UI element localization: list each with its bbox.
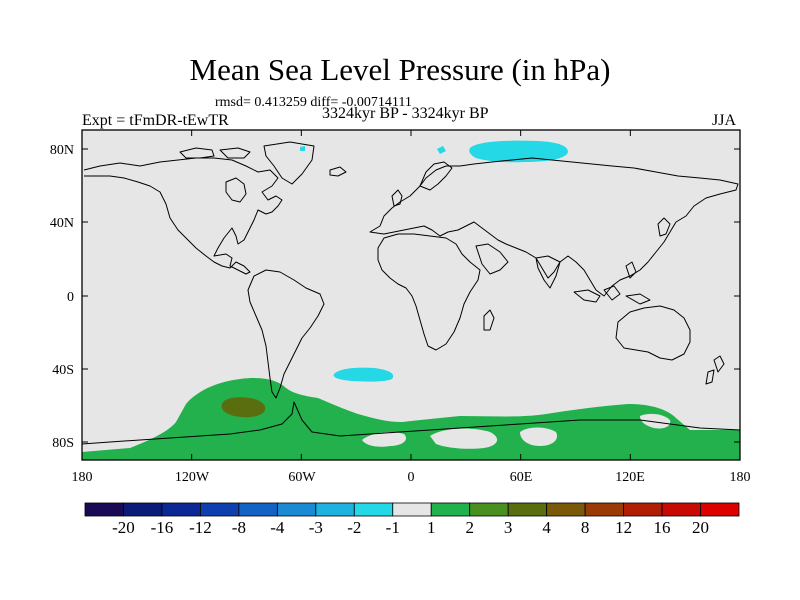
- experiment-label: Expt = tFmDR-tEwTR: [82, 112, 229, 129]
- colorbar-swatch: [161, 502, 201, 517]
- south-america-coast: [247, 269, 325, 399]
- colorbar-label: -3: [309, 518, 323, 537]
- lon-tick-label: 180: [730, 470, 751, 485]
- new-zealand-coast: [705, 369, 715, 385]
- colorbar-swatch: [315, 502, 355, 517]
- neutral-region: [362, 432, 407, 447]
- axis-ticks: [81, 130, 741, 460]
- coastlines: [81, 141, 741, 445]
- north-america-coast: [83, 157, 283, 275]
- indonesia-coast: [625, 293, 651, 305]
- philippines-coast: [625, 261, 637, 279]
- stats-label: rmsd= 0.413259 diff= -0.00714111: [215, 95, 412, 110]
- arctic-islands-coast: [179, 147, 215, 159]
- colorbar-swatch: [700, 502, 740, 517]
- season-label: JJA: [712, 112, 737, 129]
- map-title: Mean Sea Level Pressure (in hPa): [189, 52, 611, 87]
- colorbar-label: 20: [692, 518, 709, 537]
- british-isles-coast: [391, 189, 403, 207]
- colorbar-label: -20: [112, 518, 135, 537]
- colorbar-label: 3: [504, 518, 513, 537]
- lon-tick-label: 120W: [175, 470, 210, 485]
- lon-tick-label: 60E: [510, 470, 533, 485]
- negative-anomaly-region: [300, 146, 305, 151]
- negative-anomaly-region: [437, 146, 446, 154]
- colorbar: -20 -16 -12 -8 -4 -3 -2 -1 1 2 3 4 8 12 16 20: [84, 502, 740, 537]
- indonesia-coast: [603, 285, 621, 301]
- colorbar-swatch: [392, 502, 432, 517]
- africa-coast: [377, 233, 481, 351]
- colorbar-label: -1: [386, 518, 400, 537]
- greenland-coast: [263, 141, 315, 185]
- colorbar-swatch: [238, 502, 278, 517]
- japan-coast: [657, 217, 671, 237]
- neutral-region: [520, 427, 558, 446]
- colorbar-swatch: [200, 502, 240, 517]
- lat-axis: 80N 40N 0 40S 80S: [50, 143, 74, 451]
- negative-anomaly-region: [333, 367, 394, 382]
- colorbar-swatch: [430, 502, 471, 517]
- colorbar-swatch: [276, 502, 317, 517]
- anomaly-fills: [82, 140, 740, 460]
- colorbar-label: 1: [427, 518, 436, 537]
- colorbar-label: -2: [347, 518, 361, 537]
- australia-coast: [615, 305, 691, 361]
- colorbar-label: -12: [189, 518, 212, 537]
- colorbar-label: -4: [270, 518, 285, 537]
- arctic-islands-coast: [219, 147, 251, 159]
- colorbar-label: 16: [654, 518, 671, 537]
- colorbar-swatch: [84, 502, 124, 517]
- india-coast: [535, 255, 561, 289]
- lon-axis: 180 120W 60W 0 60E 120E 180: [72, 470, 751, 485]
- lat-tick-label: 0: [67, 290, 74, 305]
- colorbar-label: 2: [465, 518, 474, 537]
- colorbar-swatch: [584, 502, 624, 517]
- colorbar-swatch: [661, 502, 701, 517]
- lat-tick-label: 40S: [52, 363, 74, 378]
- new-zealand-coast: [713, 355, 725, 373]
- arabia-coast: [475, 243, 509, 275]
- lat-tick-label: 80N: [50, 143, 74, 158]
- colorbar-swatch: [623, 502, 663, 517]
- colorbar-label: -16: [151, 518, 174, 537]
- lat-tick-label: 80S: [52, 436, 74, 451]
- lon-tick-label: 180: [72, 470, 93, 485]
- lon-tick-label: 0: [408, 470, 415, 485]
- colorbar-swatch: [546, 502, 586, 517]
- neutral-region: [640, 413, 671, 429]
- madagascar-coast: [483, 309, 495, 331]
- iceland-coast: [329, 166, 347, 177]
- antarctica-coast: [81, 401, 741, 445]
- colorbar-label: -8: [232, 518, 246, 537]
- indonesia-coast: [573, 289, 601, 303]
- colorbar-swatch: [469, 502, 509, 517]
- colorbar-label: 12: [615, 518, 632, 537]
- hudson-bay-coast: [225, 177, 247, 203]
- scandinavia-coast: [419, 161, 453, 191]
- colorbar-label: 8: [581, 518, 590, 537]
- lon-tick-label: 60W: [288, 470, 316, 485]
- colorbar-label: 4: [542, 518, 551, 537]
- period-label: 3324kyr BP - 3324kyr BP: [322, 105, 489, 122]
- colorbar-swatch: [353, 502, 394, 517]
- colorbar-swatch: [123, 502, 163, 517]
- neutral-region: [430, 428, 498, 449]
- negative-anomaly-region: [469, 140, 568, 163]
- colorbar-swatch: [507, 502, 548, 517]
- lon-tick-label: 120E: [615, 470, 645, 485]
- lat-tick-label: 40N: [50, 216, 74, 231]
- eurasia-coast: [369, 157, 739, 297]
- strong-positive-core: [221, 397, 266, 418]
